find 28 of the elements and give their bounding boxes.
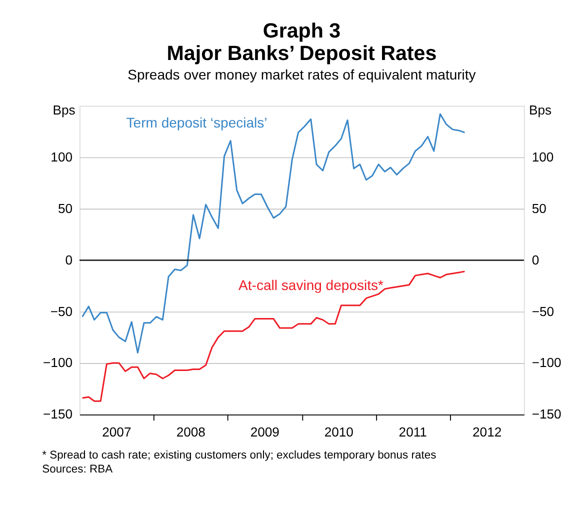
chart-title: Graph 3 Major Banks’ Deposit Rates: [166, 19, 437, 65]
x-tick-label: 2012: [472, 424, 502, 440]
x-tick-label: 2011: [398, 424, 427, 440]
x-tick-label: 2010: [324, 424, 354, 440]
line-series: [82, 113, 466, 354]
y-tick-label: 100: [50, 149, 73, 164]
y-tick-label: 50: [58, 200, 73, 216]
chart-subtitle: Spreads over money market rates of equivalent maturity: [128, 66, 476, 83]
x-tick-label: 2007: [102, 424, 132, 440]
line-series: [82, 270, 466, 402]
y2-tick-label: −50: [532, 304, 554, 319]
y2-axis-title: Bps: [529, 102, 552, 118]
x-tick-label: 2008: [176, 424, 206, 440]
y-axis-title: Bps: [52, 102, 76, 118]
source-note: Sources: RBA: [42, 463, 114, 476]
text: * Spread to cash rate; existing customers only; excludes temporary bonus rates: [42, 449, 437, 462]
y-tick-label: −100: [43, 355, 73, 370]
text: Term deposit ‘specials’: [126, 114, 268, 130]
y2-tick-label: −150: [532, 406, 562, 422]
x-tick-label: 2009: [250, 424, 280, 440]
y-tick-label: −50: [50, 304, 73, 319]
y2-tick-label: −100: [532, 355, 562, 370]
y-tick-label: −150: [43, 406, 73, 422]
y2-tick-label: 0: [532, 252, 540, 268]
series-label: At-call saving deposits*: [238, 277, 384, 294]
y2-tick-label: 50: [532, 200, 546, 216]
y2-tick-label: 100: [532, 149, 554, 164]
y-tick-label: 0: [65, 252, 73, 268]
